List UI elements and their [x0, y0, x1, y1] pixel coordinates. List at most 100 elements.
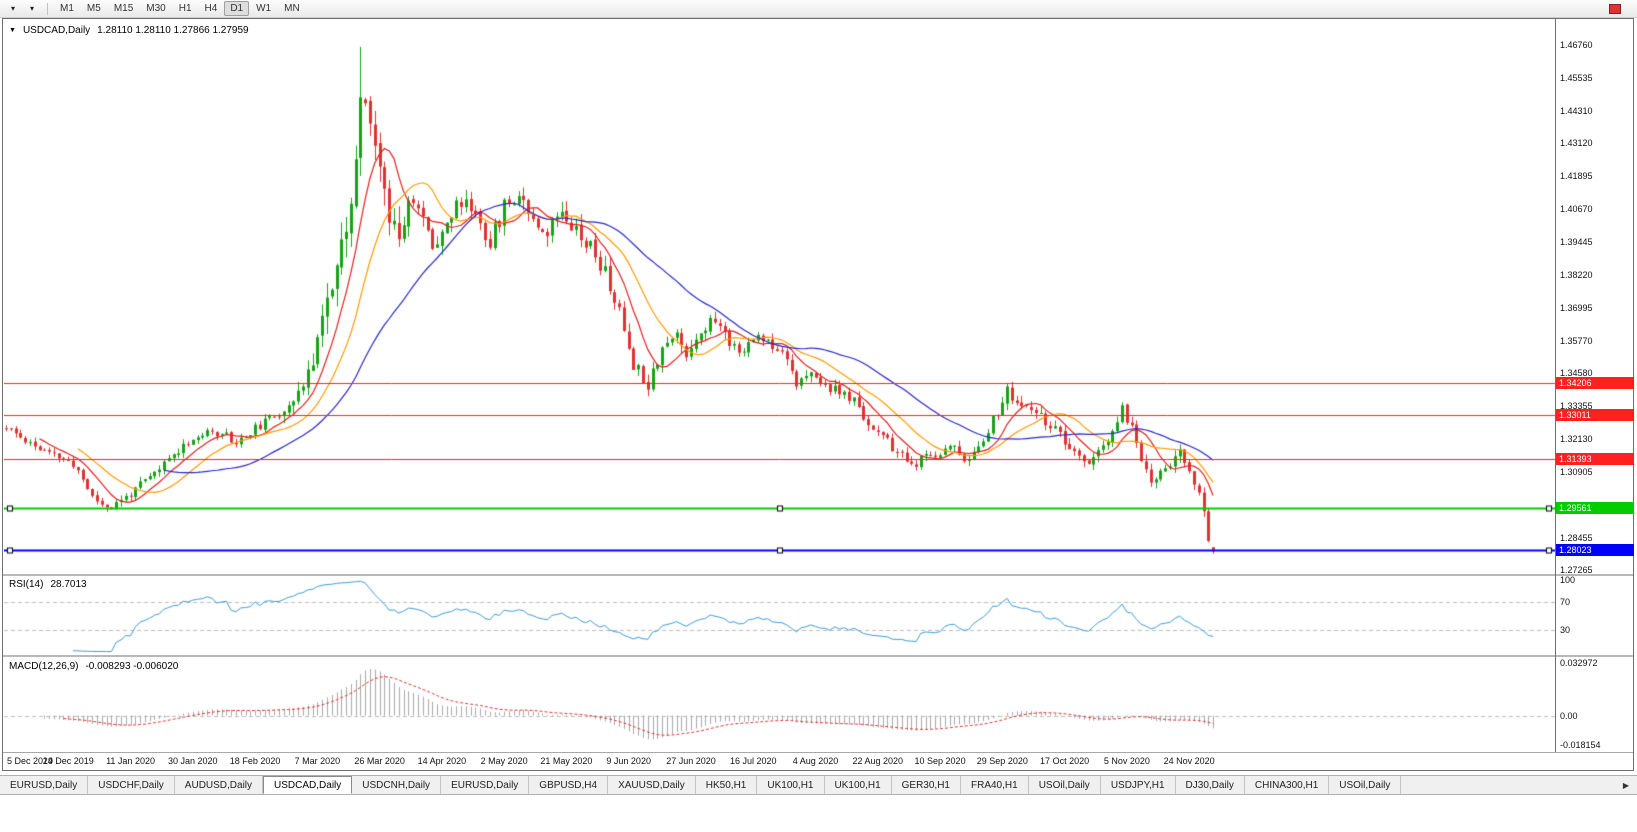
price-axis-label: 1.41895	[1560, 171, 1593, 182]
time-axis-label: 11 Jan 2020	[106, 756, 155, 766]
symbol-tab-audusd-daily[interactable]: AUDUSD,Daily	[174, 776, 264, 794]
macd-axis-label: 0.032972	[1560, 657, 1598, 668]
dropdown-caret-icon: ▾	[10, 4, 15, 13]
price-axis-label: 1.40670	[1560, 204, 1593, 215]
symbol-tab-usdcnh-daily[interactable]: USDCNH,Daily	[352, 776, 442, 794]
symbol-tab-usoil-daily[interactable]: USOil,Daily	[1028, 776, 1101, 794]
time-axis-label: 5 Nov 2020	[1103, 756, 1150, 766]
symbol-tab-eurusd-daily[interactable]: EURUSD,Daily	[0, 776, 89, 794]
symbol-tab-uk100-h1[interactable]: UK100,H1	[824, 776, 892, 794]
rsi-name: RSI(14)	[9, 579, 44, 590]
time-axis-label: 10 Sep 2020	[914, 756, 966, 766]
time-axis-label: 5 Dec 2019	[6, 756, 54, 766]
time-axis-border	[3, 752, 1633, 753]
rsi-label: RSI(14) 28.7013	[9, 579, 87, 590]
price-axis-label: 1.36995	[1560, 302, 1593, 313]
time-axis-label: 21 May 2020	[540, 756, 593, 766]
objects-dropdown-button[interactable]: ▾	[23, 2, 41, 16]
timeframe-button-W1[interactable]: W1	[256, 3, 272, 14]
price-axis-label: 1.30905	[1560, 466, 1593, 477]
rsi-axis-label: 100	[1560, 574, 1576, 585]
symbol-tab-eurusd-daily[interactable]: EURUSD,Daily	[441, 776, 530, 794]
time-axis-label: 2 May 2020	[480, 756, 528, 766]
macd-axis-label: 0.00	[1560, 710, 1578, 721]
symbol-tab-usdjpy-h1[interactable]: USDJPY,H1	[1100, 776, 1176, 794]
time-axis-label: 7 Mar 2020	[294, 756, 341, 766]
timeframe-toolbar: M1 M5 M15 M30 H1 H4 D1 W1 MN	[54, 1, 306, 16]
time-axis-label: 17 Oct 2020	[1040, 756, 1090, 766]
chart-ohlc-values: 1.28110 1.28110 1.27866 1.27959	[97, 25, 249, 36]
timeframe-button-M1[interactable]: M1	[60, 3, 74, 14]
price-axis-label: 1.32130	[1560, 434, 1593, 444]
time-axis-label: 9 Jun 2020	[606, 756, 651, 766]
price-axis-label: 1.46760	[1560, 40, 1593, 51]
pane-splitter-macd[interactable]	[3, 655, 1633, 657]
price-axis-label: 1.43120	[1560, 138, 1593, 149]
time-axis-label: 26 Mar 2020	[354, 756, 405, 766]
symbol-dropdown-icon[interactable]: ▼	[9, 27, 16, 34]
price-axis-label: 1.28455	[1560, 532, 1593, 543]
time-axis-label: 16 Jul 2020	[729, 756, 777, 766]
rsi-axis-label: 70	[1560, 596, 1571, 607]
symbol-tab-dj30-daily[interactable]: DJ30,Daily	[1175, 776, 1245, 794]
timeframe-button-MN[interactable]: MN	[284, 3, 300, 14]
symbol-tab-gbpusd-h4[interactable]: GBPUSD,H4	[529, 776, 609, 794]
time-axis-label: 30 Jan 2020	[168, 756, 218, 766]
macd-value: -0.008293 -0.006020	[85, 661, 179, 672]
time-axis-label: 24 Nov 2020	[1163, 756, 1215, 766]
symbol-tab-china300-h1[interactable]: CHINA300,H1	[1244, 776, 1330, 794]
pane-splitter-rsi[interactable]	[3, 574, 1633, 576]
price-axis-label: 1.27265	[1560, 565, 1593, 575]
rsi-axis-label: 30	[1560, 625, 1571, 636]
toolbar-red-icon[interactable]	[1609, 4, 1621, 14]
time-axis-label: 4 Aug 2020	[792, 756, 839, 766]
symbol-tab-fra40-h1[interactable]: FRA40,H1	[961, 776, 1029, 794]
top-toolbar: ▾ ▾ M1 M5 M15 M30 H1 H4 D1 W1 MN	[0, 0, 1637, 18]
rsi-value: 28.7013	[50, 579, 87, 590]
symbol-tab-usoil-daily[interactable]: USOil,Daily	[1329, 776, 1402, 794]
symbol-tab-ger30-h1[interactable]: GER30,H1	[891, 776, 961, 794]
timeframe-button-H1[interactable]: H1	[178, 3, 192, 14]
price-axis-border	[1555, 19, 1556, 752]
macd-indicator-chart[interactable]	[4, 658, 1555, 750]
price-line-tag-1.28023: 1.28023	[1556, 543, 1634, 556]
chart-dropdown-button[interactable]: ▾	[4, 2, 22, 16]
macd-name: MACD(12,26,9)	[9, 661, 79, 672]
price-axis-label: 1.33355	[1560, 401, 1593, 411]
price-line-tag-1.33011: 1.33011	[1556, 409, 1634, 422]
macd-label: MACD(12,26,9) -0.008293 -0.006020	[9, 661, 178, 672]
price-line-tag-1.29561: 1.29561	[1556, 502, 1634, 515]
time-axis-label: 14 Apr 2020	[417, 756, 467, 766]
symbol-tab-uk100-h1[interactable]: UK100,H1	[757, 776, 825, 794]
timeframe-button-D1[interactable]: D1	[224, 1, 250, 16]
price-axis-label: 1.35770	[1560, 335, 1593, 346]
dropdown-caret-icon: ▾	[29, 4, 34, 13]
chart-title: ▼ USDCAD,Daily 1.28110 1.28110 1.27866 1…	[9, 25, 249, 36]
timeframe-button-M15[interactable]: M15	[113, 3, 134, 14]
time-axis-label: 27 Jun 2020	[666, 756, 716, 766]
price-axis-label: 1.45535	[1560, 73, 1593, 83]
price-axis-label: 1.39445	[1560, 237, 1593, 247]
symbol-tab-hk50-h1[interactable]: HK50,H1	[695, 776, 758, 794]
timeframe-button-M5[interactable]: M5	[86, 3, 101, 14]
macd-axis-label: -0.018154	[1560, 739, 1601, 750]
time-axis-label: 24 Dec 2019	[42, 756, 94, 766]
price-axis-label: 1.38220	[1560, 270, 1593, 280]
main-price-chart[interactable]	[4, 22, 1555, 574]
price-axis-label: 1.44310	[1560, 106, 1593, 116]
timeframe-button-M30[interactable]: M30	[146, 3, 166, 14]
price-line-tag-1.31393: 1.31393	[1556, 452, 1634, 465]
time-axis-label: 18 Feb 2020	[229, 756, 281, 766]
symbol-tab-xauusd-daily[interactable]: XAUUSD,Daily	[608, 776, 696, 794]
symbol-tab-usdcad-daily[interactable]: USDCAD,Daily	[263, 776, 353, 794]
symbol-tab-bar: EURUSD,Daily USDCHF,Daily AUDUSD,Daily USDC…	[0, 775, 1637, 795]
price-axis-label: 1.34580	[1560, 368, 1593, 379]
time-axis-label: 22 Aug 2020	[852, 756, 904, 766]
symbol-tab-list: EURUSD,Daily USDCHF,Daily AUDUSD,Daily USDC…	[0, 776, 1610, 794]
price-line-tag-1.34206: 1.34206	[1556, 377, 1634, 390]
toolbar-separator	[47, 2, 48, 15]
symbol-tab-usdchf-daily[interactable]: USDCHF,Daily	[88, 776, 175, 794]
rsi-indicator-chart[interactable]	[4, 577, 1555, 655]
timeframe-button-H4[interactable]: H4	[204, 3, 218, 14]
tab-scroll-right-button[interactable]: ▶	[1622, 780, 1630, 790]
